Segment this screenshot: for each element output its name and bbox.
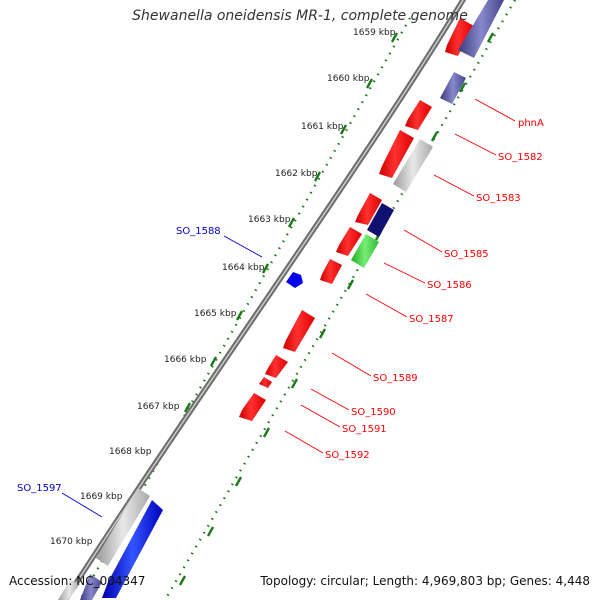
navy-gene[interactable] — [367, 203, 394, 237]
tick-labels: 1659 kbp 1660 kbp 1661 kbp 1662 kbp 1663… — [50, 28, 396, 547]
gene-labels: phnA SO_1582 SO_1583 SO_1585 SO_1586 SO_… — [17, 118, 544, 494]
genome-backbone — [61, 0, 467, 600]
forward-gene-arrow[interactable] — [102, 500, 163, 598]
green-gene[interactable] — [351, 234, 379, 268]
tick-label: 1668 kbp — [109, 447, 152, 457]
gene-arrow[interactable] — [320, 259, 342, 284]
tick-label: 1670 kbp — [50, 537, 93, 547]
other-genes — [58, 0, 504, 600]
tick-label: 1664 kbp — [222, 263, 265, 273]
gene-label-so-1583[interactable]: SO_1583 — [476, 193, 521, 204]
navy-gene[interactable] — [80, 574, 102, 600]
gene-label-phna[interactable]: phnA — [518, 118, 544, 129]
tick-label: 1665 kbp — [194, 309, 237, 319]
label-leader-lines — [61, 98, 516, 518]
rna-gene[interactable] — [393, 139, 433, 192]
tick-label: 1662 kbp — [275, 169, 318, 179]
map-title: Shewanella oneidensis MR-1, complete gen… — [132, 8, 468, 24]
forward-gene-arrow[interactable] — [286, 272, 303, 288]
gene-arrow[interactable] — [259, 377, 272, 388]
tick-label: 1661 kbp — [301, 122, 344, 132]
gene-label-so-1589[interactable]: SO_1589 — [373, 373, 418, 384]
tick-label: 1667 kbp — [137, 402, 180, 412]
tick-label: 1660 kbp — [327, 74, 370, 84]
genome-backbone-highlight — [64, 0, 464, 600]
gene-label-so-1585[interactable]: SO_1585 — [444, 249, 489, 260]
navy-gene[interactable] — [458, 0, 504, 58]
gene-arrow[interactable] — [355, 193, 382, 225]
gene-label-so-1586[interactable]: SO_1586 — [427, 280, 472, 291]
gene-label-so-1597[interactable]: SO_1597 — [17, 483, 62, 494]
genome-summary-text: Topology: circular; Length: 4,969,803 bp… — [260, 574, 590, 588]
accession-text: Accession: NC_004347 — [9, 574, 146, 588]
tick-label: 1669 kbp — [80, 492, 123, 502]
gene-label-so-1587[interactable]: SO_1587 — [409, 314, 454, 325]
gene-arrow[interactable] — [239, 393, 266, 421]
gene-arrow[interactable] — [265, 355, 288, 378]
gene-label-so-1582[interactable]: SO_1582 — [498, 152, 543, 163]
gene-label-so-1591[interactable]: SO_1591 — [342, 424, 387, 435]
rna-gene[interactable] — [96, 488, 150, 566]
tick-label: 1659 kbp — [353, 28, 396, 38]
gene-arrow[interactable] — [379, 130, 414, 178]
gene-arrow[interactable] — [336, 227, 362, 256]
tick-label: 1666 kbp — [164, 355, 207, 365]
ruler-inner-dotted — [163, 0, 517, 600]
gene-arrow[interactable] — [405, 100, 432, 130]
rna-gene[interactable] — [58, 580, 80, 600]
gene-label-so-1588[interactable]: SO_1588 — [176, 226, 221, 237]
navy-gene[interactable] — [440, 72, 466, 104]
gene-label-so-1592[interactable]: SO_1592 — [325, 450, 370, 461]
tick-label: 1663 kbp — [248, 215, 291, 225]
reverse-strand-genes — [239, 18, 474, 421]
gene-label-so-1590[interactable]: SO_1590 — [351, 407, 396, 418]
gene-arrow[interactable] — [445, 18, 474, 56]
gene-arrow[interactable] — [283, 310, 315, 352]
